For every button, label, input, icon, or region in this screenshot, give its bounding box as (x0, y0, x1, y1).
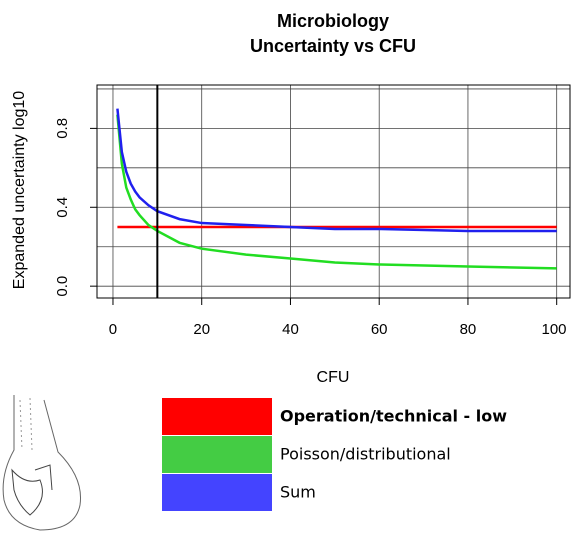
plot-frame (96, 84, 571, 299)
y-tick-label: 0.0 (54, 276, 71, 297)
flask-icon (2, 395, 82, 531)
series-line (116, 108, 557, 233)
x-tick-label: 40 (282, 321, 299, 338)
y-tick-label: 0.8 (54, 118, 71, 139)
y-axis-label: Expanded uncertainty log10 (11, 91, 28, 289)
legend-swatch (162, 398, 272, 435)
chart-title: Microbiology (277, 11, 389, 31)
legend-label: Operation/technical - low (280, 407, 507, 426)
legend-swatch (162, 474, 272, 511)
legend-label: Poisson/distributional (280, 445, 451, 464)
x-tick-label: 20 (193, 321, 210, 338)
legend-swatch (162, 436, 272, 473)
series-line (116, 114, 557, 270)
chart-title: Uncertainty vs CFU (250, 36, 416, 56)
x-axis-label: CFU (317, 369, 350, 386)
legend-label: Sum (280, 483, 316, 502)
x-tick-label: 80 (460, 321, 477, 338)
x-tick-label: 0 (109, 321, 117, 338)
x-tick-label: 60 (371, 321, 388, 338)
x-tick-label: 100 (541, 321, 566, 338)
y-tick-label: 0.4 (54, 197, 71, 218)
